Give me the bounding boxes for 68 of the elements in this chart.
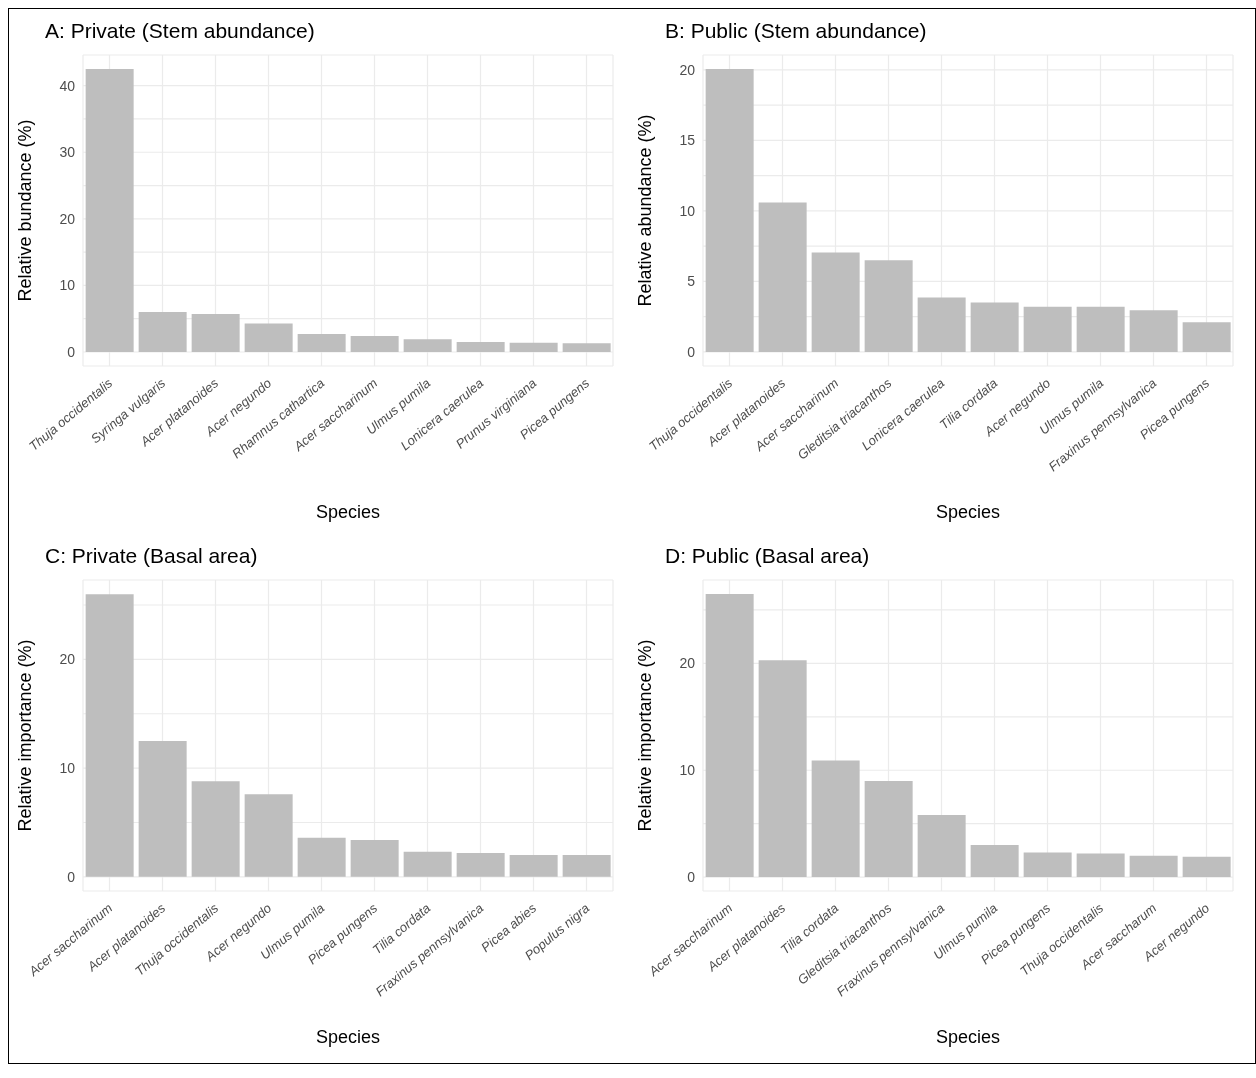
y-tick-label: 0: [67, 343, 76, 360]
y-tick-label: 10: [679, 762, 696, 779]
y-tick-label: 20: [59, 651, 76, 668]
bar: [244, 323, 293, 353]
bar: [1129, 310, 1178, 352]
bar: [917, 297, 966, 352]
y-tick-label: 5: [687, 273, 696, 290]
bar: [1182, 856, 1231, 878]
bar: [244, 794, 293, 877]
bar: [705, 69, 754, 352]
bar: [1023, 852, 1072, 878]
bar: [509, 342, 558, 353]
bar: [1076, 306, 1125, 352]
bar: [917, 815, 966, 878]
bar: [1076, 853, 1125, 878]
bar: [811, 760, 860, 878]
bar: [297, 334, 346, 353]
bar: [758, 202, 807, 352]
bar: [864, 260, 913, 352]
chart-title: D: Public (Basal area): [665, 544, 870, 568]
bar: [864, 780, 913, 878]
bar: [85, 594, 134, 877]
y-tick-label: 0: [687, 869, 696, 886]
bar: [705, 593, 754, 878]
x-axis-title: Species: [315, 1027, 381, 1047]
bar: [970, 845, 1019, 878]
chart-title: A: Private (Stem abundance): [45, 19, 315, 43]
bar: [191, 781, 240, 877]
y-axis-title: Relative abundance (%): [635, 114, 656, 307]
bar: [297, 837, 346, 877]
y-tick-label: 20: [59, 210, 76, 227]
chart-title: B: Public (Stem abundance): [665, 19, 927, 43]
chart-title: C: Private (Basal area): [45, 544, 258, 568]
y-tick-label: 40: [59, 77, 76, 94]
bar: [1129, 855, 1178, 878]
y-tick-label: 0: [687, 343, 696, 360]
x-axis-title: Species: [935, 502, 1001, 522]
bar: [138, 740, 187, 877]
y-tick-label: 15: [679, 132, 696, 149]
bar: [85, 68, 134, 353]
bar: [562, 855, 611, 877]
bar: [562, 343, 611, 353]
bar: [191, 314, 240, 353]
bar: [403, 851, 452, 877]
x-axis-title: Species: [935, 1027, 1001, 1047]
y-axis-title: Relative bundance (%): [15, 119, 36, 302]
bar: [1182, 322, 1231, 352]
bar: [456, 852, 505, 877]
bar: [403, 339, 452, 353]
bar: [456, 342, 505, 353]
y-tick-label: 30: [59, 144, 76, 161]
bar: [811, 252, 860, 352]
bar: [350, 839, 399, 877]
y-tick-label: 10: [679, 202, 696, 219]
bar: [970, 302, 1019, 352]
y-tick-label: 10: [59, 760, 76, 777]
x-axis-title: Species: [315, 502, 381, 522]
bar: [509, 855, 558, 877]
y-tick-label: 10: [59, 277, 76, 294]
y-axis-title: Relative importance (%): [635, 639, 656, 832]
bar: [138, 312, 187, 353]
y-tick-label: 20: [679, 655, 696, 672]
y-tick-label: 0: [67, 868, 76, 885]
bar: [758, 660, 807, 878]
bar: [1023, 306, 1072, 352]
y-axis-title: Relative importance (%): [15, 639, 36, 832]
bar: [350, 336, 399, 353]
y-tick-label: 20: [679, 61, 696, 78]
